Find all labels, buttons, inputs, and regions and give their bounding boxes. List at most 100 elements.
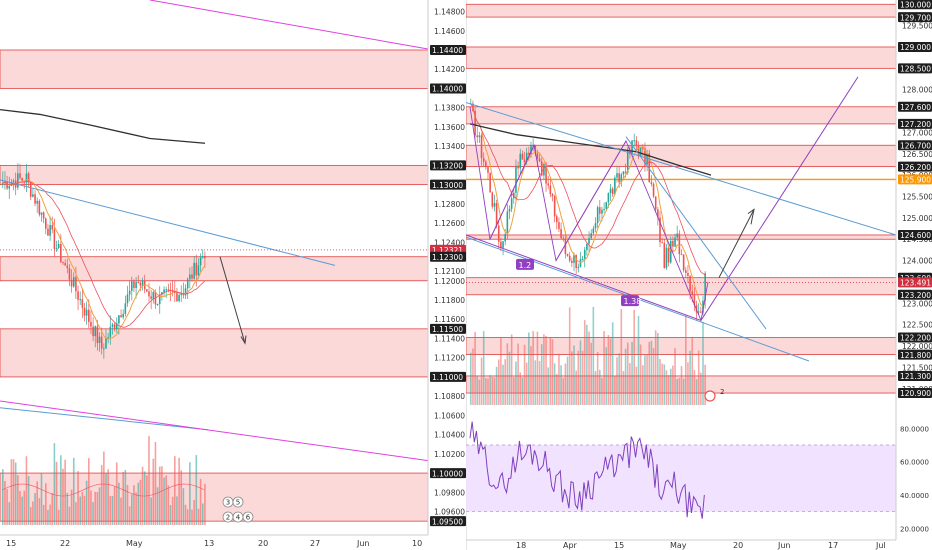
candle-body	[532, 145, 534, 147]
volume-bar	[174, 456, 176, 525]
volume-bar	[513, 377, 515, 405]
volume-bar	[193, 499, 195, 525]
volume-bar	[618, 353, 620, 405]
volume-bar	[573, 345, 575, 405]
candle-body	[62, 262, 64, 264]
rsi-tick-label: 40.0000	[900, 492, 929, 500]
fib-level-tag: 1.2	[516, 258, 534, 270]
candle-body	[697, 311, 700, 313]
candle-body	[599, 207, 601, 214]
price-tag-label: 122.200	[900, 334, 931, 343]
volume-bar	[579, 340, 582, 405]
right-chart-pane[interactable]: 1.21.382129.500128.000127.000126.500126.…	[466, 0, 932, 550]
volume-bar	[659, 359, 661, 405]
candle-body	[12, 180, 15, 183]
candle-body	[536, 153, 539, 159]
volume-bar	[135, 492, 137, 525]
volume-bar	[77, 471, 79, 525]
candle-body	[478, 135, 481, 138]
price-tag-label: 121.300	[900, 372, 931, 381]
candle-body	[678, 233, 681, 255]
volume-bar	[689, 350, 691, 405]
volume-bar	[124, 469, 127, 525]
candle-body	[502, 241, 504, 248]
ma-slow-line	[2, 180, 206, 328]
volume-bar	[8, 502, 11, 525]
volume-bar	[88, 458, 90, 525]
time-tick-label: 18	[516, 541, 526, 550]
candle-body	[538, 158, 541, 162]
volume-bar	[14, 462, 17, 525]
candle-body	[120, 315, 122, 318]
candle-body	[197, 265, 200, 276]
volume-bar	[493, 377, 496, 405]
candle-body	[156, 303, 159, 305]
volume-bar	[603, 331, 605, 405]
volume-bar	[131, 494, 133, 525]
candle-body	[568, 255, 571, 261]
candle-body	[124, 303, 127, 314]
candle-body	[199, 257, 202, 266]
price-tag-label: 1.09500	[432, 517, 463, 526]
volume-bar	[62, 468, 64, 525]
volume-bar	[540, 344, 543, 405]
price-tick-label: 125.500	[902, 193, 932, 202]
candle-body	[66, 265, 69, 269]
price-tick-label: 121.500	[902, 363, 932, 372]
price-tick-label: 1.11400	[434, 334, 465, 343]
right-time-axis: 18 Apr 15 May 20 Jun 17 Jul	[466, 539, 896, 550]
supply-demand-zone	[466, 46, 897, 69]
volume-bar	[42, 504, 45, 525]
volume-bar	[70, 489, 73, 525]
projection-arrowhead	[747, 208, 755, 225]
price-tag-box	[430, 323, 466, 334]
volume-bar	[6, 488, 8, 525]
volume-bar	[571, 351, 573, 405]
volume-bar	[517, 343, 519, 405]
volume-bar	[156, 487, 159, 525]
volume-bar	[109, 496, 112, 525]
candle-body	[607, 193, 610, 203]
supply-demand-zone	[0, 472, 429, 522]
candle-body	[482, 158, 485, 162]
volume-bar	[616, 357, 618, 405]
volume-bar	[635, 366, 638, 405]
blue-trendline-upper	[466, 102, 897, 236]
price-tick-label: 1.13600	[434, 123, 465, 132]
candle-body	[659, 217, 661, 243]
candle-body	[72, 277, 75, 287]
candle-body	[47, 228, 49, 236]
candle-body	[107, 337, 109, 339]
volume-bar	[605, 347, 608, 405]
volume-bar	[663, 364, 666, 405]
volume-bar	[568, 307, 571, 405]
volume-bar	[581, 350, 584, 405]
volume-bar	[685, 315, 687, 405]
volume-bar	[530, 346, 532, 405]
candle-body	[8, 185, 11, 189]
candle-body	[167, 289, 170, 291]
volume-bar	[545, 335, 547, 405]
time-tick-label: 20	[258, 539, 268, 548]
volume-bar	[476, 376, 479, 405]
volume-bar	[165, 475, 167, 525]
volume-bar	[646, 354, 648, 405]
volume-bar	[115, 462, 118, 525]
volume-bar	[601, 377, 603, 405]
volume-bar	[695, 379, 698, 405]
candle-body	[575, 254, 577, 269]
time-tick-label: May	[670, 541, 687, 550]
price-tick-label: 1.10400	[434, 431, 465, 440]
left-chart-pane[interactable]: 3 52 4 6 1.14800 1.14600 1.14200 1.13800 1.13600…	[0, 0, 466, 550]
candle-body	[553, 196, 556, 217]
candle-body	[45, 218, 47, 229]
volume-bar	[176, 496, 178, 525]
candle-body	[75, 277, 77, 292]
fib-tag-box	[621, 295, 639, 307]
price-tick-label: 1.13400	[434, 142, 465, 151]
price-tag-box	[898, 174, 932, 185]
volume-bar	[146, 475, 148, 525]
candle-body	[637, 146, 640, 157]
candle-body	[633, 140, 635, 142]
price-tag-box	[898, 349, 932, 360]
